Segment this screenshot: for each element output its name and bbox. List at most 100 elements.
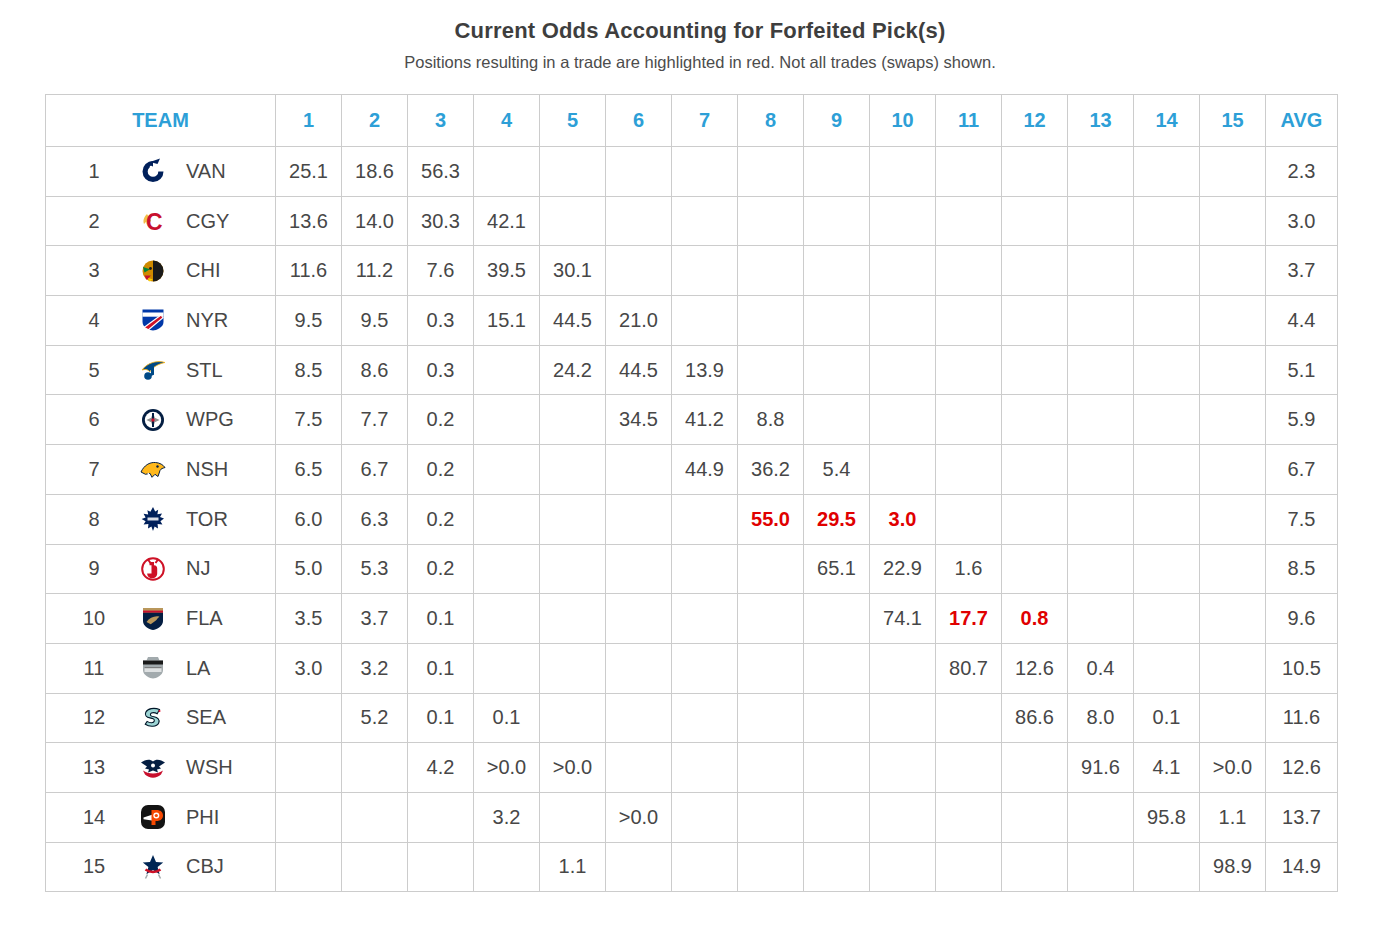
- odds-cell: [474, 544, 540, 594]
- table-row: 3CHI11.611.27.639.530.13.7: [46, 246, 1338, 296]
- odds-cell: 6.7: [342, 445, 408, 495]
- odds-cell: [804, 395, 870, 445]
- odds-cell: [804, 743, 870, 793]
- odds-cell: 0.2: [408, 544, 474, 594]
- odds-cell: [1134, 494, 1200, 544]
- average-pick-cell: 14.9: [1266, 842, 1338, 892]
- odds-cell: 5.4: [804, 445, 870, 495]
- odds-cell: [738, 246, 804, 296]
- odds-cell: [474, 594, 540, 644]
- blackhawks-logo: [138, 256, 168, 286]
- team-cell: 12SEA: [46, 693, 276, 743]
- team-abbreviation: LA: [186, 657, 210, 680]
- team-cell: 3 CHI: [46, 246, 276, 296]
- odds-cell: [474, 395, 540, 445]
- draft-position-rank: 3: [68, 259, 120, 282]
- odds-cell: 8.0: [1068, 693, 1134, 743]
- table-row: 9NJ5.05.30.265.122.91.68.5: [46, 544, 1338, 594]
- odds-cell: [1002, 842, 1068, 892]
- odds-cell: [1134, 594, 1200, 644]
- team-cell: 14PHI: [46, 792, 276, 842]
- odds-cell: [474, 842, 540, 892]
- average-pick-cell: 4.4: [1266, 296, 1338, 346]
- odds-cell: 0.3: [408, 345, 474, 395]
- odds-cell: [606, 693, 672, 743]
- odds-cell: [672, 743, 738, 793]
- team-abbreviation: FLA: [186, 607, 223, 630]
- odds-cell: [1068, 395, 1134, 445]
- team-abbreviation: CHI: [186, 259, 220, 282]
- team-cell: 2CCGY: [46, 196, 276, 246]
- odds-cell: [1134, 345, 1200, 395]
- odds-cell: [1002, 395, 1068, 445]
- odds-cell: [606, 544, 672, 594]
- odds-cell: [804, 345, 870, 395]
- table-row: 10FLA3.53.70.174.117.70.89.6: [46, 594, 1338, 644]
- odds-cell: [1134, 445, 1200, 495]
- odds-cell: [870, 792, 936, 842]
- canucks-logo: [138, 156, 168, 186]
- table-row: 1VAN25.118.656.32.3: [46, 147, 1338, 197]
- odds-cell: 91.6: [1068, 743, 1134, 793]
- odds-cell: 0.1: [408, 594, 474, 644]
- odds-cell: 9.5: [342, 296, 408, 346]
- odds-cell: 7.7: [342, 395, 408, 445]
- odds-cell: [276, 792, 342, 842]
- odds-cell: [1002, 494, 1068, 544]
- position-column-header: 3: [408, 95, 474, 147]
- position-column-header: 8: [738, 95, 804, 147]
- position-column-header: 1: [276, 95, 342, 147]
- table-row: 8TOR6.06.30.255.029.53.07.5: [46, 494, 1338, 544]
- odds-cell: 15.1: [474, 296, 540, 346]
- odds-cell: [804, 246, 870, 296]
- team-abbreviation: NSH: [186, 458, 228, 481]
- page: Current Odds Accounting for Forfeited Pi…: [0, 0, 1400, 925]
- odds-cell: [1200, 296, 1266, 346]
- odds-cell: [804, 792, 870, 842]
- odds-cell: [1134, 842, 1200, 892]
- odds-cell: [1200, 345, 1266, 395]
- odds-cell: [936, 494, 1002, 544]
- odds-cell: [936, 395, 1002, 445]
- draft-position-rank: 6: [68, 408, 120, 431]
- odds-cell: 11.6: [276, 246, 342, 296]
- odds-table-body: 1VAN25.118.656.32.32CCGY13.614.030.342.1…: [46, 147, 1338, 892]
- position-column-header: 11: [936, 95, 1002, 147]
- draft-position-rank: 14: [68, 806, 120, 829]
- odds-cell: [936, 147, 1002, 197]
- odds-cell: [804, 842, 870, 892]
- average-pick-cell: 5.1: [1266, 345, 1338, 395]
- odds-cell: [540, 594, 606, 644]
- odds-cell: [1068, 792, 1134, 842]
- odds-cell: 6.0: [276, 494, 342, 544]
- odds-cell: [1002, 544, 1068, 594]
- odds-cell: [738, 693, 804, 743]
- odds-cell: 0.1: [1134, 693, 1200, 743]
- odds-cell: [804, 594, 870, 644]
- odds-cell: [1068, 842, 1134, 892]
- table-row: 12SEA5.20.10.186.68.00.111.6: [46, 693, 1338, 743]
- odds-cell: [1134, 544, 1200, 594]
- odds-cell: [738, 345, 804, 395]
- odds-cell: [738, 544, 804, 594]
- odds-cell: 30.1: [540, 246, 606, 296]
- odds-cell: 3.2: [474, 792, 540, 842]
- odds-cell: 8.6: [342, 345, 408, 395]
- odds-cell: [1134, 296, 1200, 346]
- position-column-header: 13: [1068, 95, 1134, 147]
- flames-logo: C: [138, 206, 168, 236]
- odds-cell: [672, 842, 738, 892]
- odds-cell: [1200, 494, 1266, 544]
- mapleleafs-logo: [138, 504, 168, 534]
- odds-cell: [1068, 345, 1134, 395]
- odds-cell: 39.5: [474, 246, 540, 296]
- odds-cell: [1200, 246, 1266, 296]
- odds-cell: 0.1: [408, 693, 474, 743]
- odds-cell: [738, 743, 804, 793]
- odds-cell: [1200, 594, 1266, 644]
- odds-cell: 4.1: [1134, 743, 1200, 793]
- odds-cell: [936, 792, 1002, 842]
- team-cell: 7NSH: [46, 445, 276, 495]
- odds-cell: [870, 196, 936, 246]
- draft-lottery-odds-table: TEAM 123456789101112131415AVG 1VAN25.118…: [45, 94, 1338, 892]
